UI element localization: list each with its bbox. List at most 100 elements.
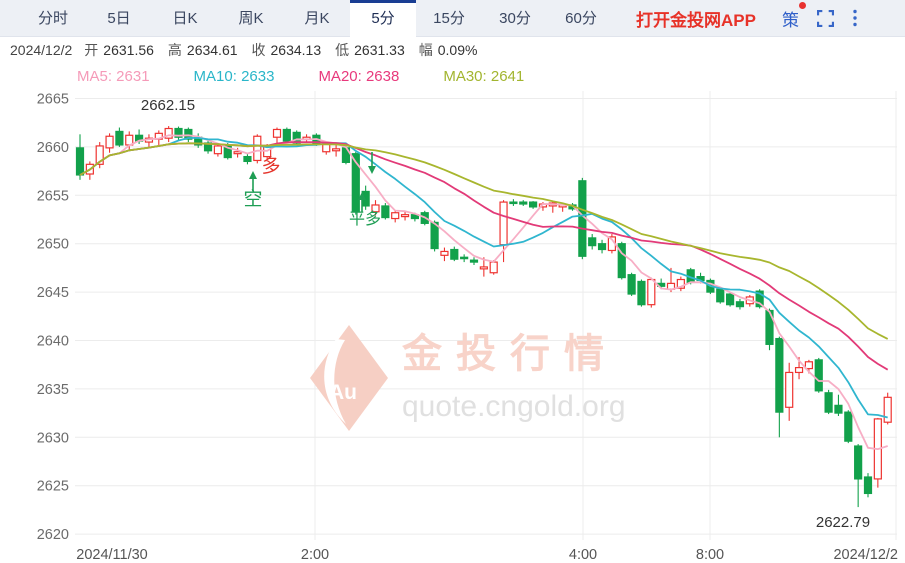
candle-body [253,135,262,162]
more-menu-button[interactable] [852,9,858,27]
y-axis-label: 2655 [37,188,69,204]
candle-body [785,371,794,408]
x-axis-label: 8:00 [696,547,724,563]
candle-body [519,201,528,205]
high-price-label: 2662.15 [141,97,195,114]
candle-body [863,476,873,495]
candle-body [391,212,400,220]
tab-monthly-k[interactable]: 月K [304,10,330,27]
ma-legend: MA5: 2631 MA10: 2633 MA20: 2638 MA30: 2641 [0,63,905,89]
signal-label-close-long: 平多 [349,210,381,228]
candle-body [213,145,222,155]
y-axis-label: 2635 [37,382,69,398]
candle-body [479,266,488,270]
candle-body [528,201,538,208]
ma5-line [79,134,888,451]
more-dots-icon [853,9,857,27]
open-app-button[interactable]: 打开金投网APP [636,10,756,30]
grid: 2665 2660 2655 2650 2645 2640 2635 2630 2625 2620… [37,91,898,563]
candle-body [765,309,774,345]
fullscreen-icon [816,9,834,27]
candle-body [174,127,183,138]
candle-body [775,337,784,413]
period-tab-bar: 分时 5日 日K 周K 月K 5分 15分 30分 60分 打开金投网APP 策 [0,0,905,37]
candle-body [509,201,518,205]
y-axis-label: 2640 [37,334,69,350]
candle-body [164,127,173,139]
candle-body [794,367,804,374]
x-axis-label: 2024/12/2 [833,547,898,563]
candle-body [105,135,114,149]
signal-arrowhead [249,171,257,179]
watermark-brand: 金投行情 [401,331,618,376]
ma-legend-item-1: MA5: 2631 [77,67,150,85]
candle-body [716,288,725,303]
watermark: Au 金投行情 quote.cngold.org [310,325,626,431]
ma-legend-item-3: MA20: 2638 [318,67,400,85]
signal-arrowhead [368,166,376,174]
y-axis-label: 2665 [37,92,69,108]
candle-body [95,145,104,165]
quote-field: 收 2634.13 [251,42,322,58]
candle-body [883,396,892,423]
notification-dot [798,1,806,9]
tab-15-min[interactable]: 15分 [433,10,465,27]
tab-5-min[interactable]: 5分 [350,0,416,37]
tab-time-share[interactable]: 分时 [37,10,68,27]
ma30-line [79,142,889,340]
candle-body [676,278,685,289]
candle-body [440,250,449,256]
fullscreen-button[interactable] [816,9,834,27]
candle-body [184,128,193,140]
candle-body [282,128,291,142]
y-axis-label: 2645 [37,285,69,301]
quote-summary-bar: 2024/12/2 开 2631.56 高 2634.61 收 2634.13 低 2631.… [0,37,905,63]
tab-5-day[interactable]: 5日 [107,10,131,27]
quote-field: 高 2634.61 [167,42,238,58]
tab-60-min[interactable]: 60分 [565,10,597,27]
strategy-label: 策 [781,10,799,30]
tab-bar-tabs: 分时 5日 日K 周K 月K 5分 15分 30分 60分 [0,0,614,37]
candle-body [725,293,735,306]
candle-body [243,155,252,163]
candle-body [489,261,498,274]
candle-body [450,248,459,260]
y-axis-label: 2660 [37,140,69,156]
candle-body [460,256,469,260]
tab-bar-actions: 打开金投网APP 策 [636,0,858,36]
watermark-au-logo: Au [329,381,357,404]
candle-body [351,153,360,213]
y-axis-label: 2650 [37,237,69,253]
watermark-url: quote.cngold.org [402,390,626,423]
candle-body [824,392,833,413]
y-axis-label: 2630 [37,430,69,446]
x-axis-label: 2024/11/30 [76,547,148,563]
tab-30-min[interactable]: 30分 [499,10,531,27]
candle-body [588,237,597,247]
candle-body [469,259,479,263]
candle-body [804,361,814,370]
ma-legend-item-2: MA10: 2633 [193,67,275,85]
candle-body [115,130,124,146]
x-axis-label: 2:00 [301,547,329,563]
y-axis-label: 2625 [37,479,69,495]
tab-daily-k[interactable]: 日K [172,10,198,27]
quote-field: 低 2631.33 [335,42,405,58]
candle-body [381,205,390,219]
strategy-button[interactable]: 策 [781,1,806,31]
tab-weekly-k[interactable]: 周K [238,10,264,27]
x-axis-label: 4:00 [569,547,597,563]
signal-label-open-long: 多 [261,155,280,177]
candle-body [854,445,863,480]
quote-date: 2024/12/2 [10,42,73,58]
candle-body [735,301,745,308]
candle-body [617,243,626,279]
candle-body [371,204,380,213]
signal-arrowhead [358,192,366,200]
y-axis-label: 2620 [37,527,69,543]
candle-body [647,278,656,306]
candle-body [272,128,282,138]
ma10-line [79,136,888,419]
